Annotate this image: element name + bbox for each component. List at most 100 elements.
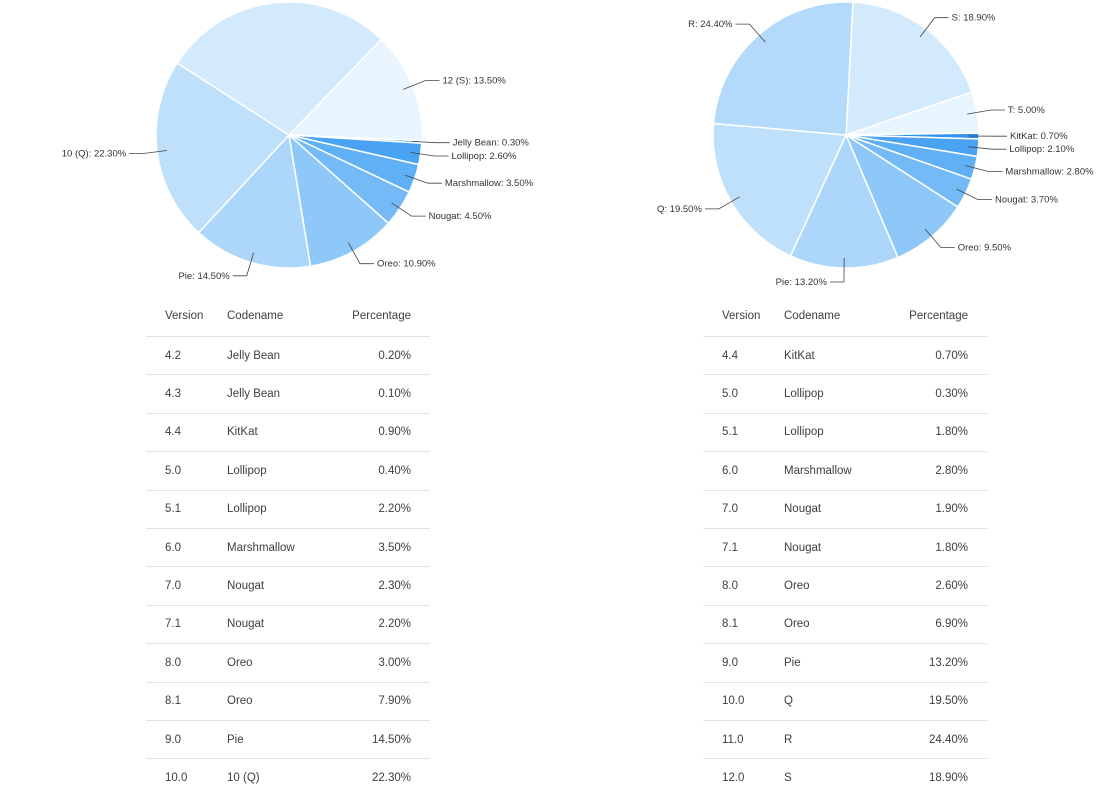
cell-version: 10.0 <box>703 681 784 721</box>
cell-percentage: 22.30% <box>327 758 430 797</box>
pie-leader-line <box>965 165 1003 172</box>
table-row: 6.0 Marshmallow 3.50% <box>146 527 430 567</box>
header-percentage: Percentage <box>352 310 411 322</box>
pie-label-jelly-bean: Jelly Bean: 0.30% <box>453 138 530 149</box>
cell-codename: Lollipop <box>784 374 884 414</box>
pie-label-10-q: 10 (Q): 22.30% <box>62 149 127 160</box>
cell-version: 7.0 <box>146 566 227 606</box>
table-row: 5.0 Lollipop 0.30% <box>703 374 987 414</box>
pie-svg: S: 18.90% T: 5.00% KitKat: 0.70% Lollipop: … <box>657 1 1094 285</box>
cell-version: 9.0 <box>146 719 227 759</box>
cell-version: 8.1 <box>703 604 784 644</box>
header-version: Version <box>722 310 761 322</box>
cell-percentage: 2.60% <box>884 566 987 606</box>
pie-label-s: S: 18.90% <box>952 13 996 24</box>
pie-leader-line <box>232 252 254 277</box>
pie-leader-line <box>129 150 168 154</box>
pie-leader-line <box>956 188 992 201</box>
pie-svg: 12 (S): 13.50% Jelly Bean: 0.30% Lollipop:… <box>62 1 534 282</box>
cell-percentage: 2.80% <box>884 451 987 491</box>
cell-version: 6.0 <box>703 451 784 491</box>
cell-codename: Oreo <box>227 643 327 683</box>
pie-leader-line <box>410 152 449 157</box>
table-row: 8.1 Oreo 7.90% <box>146 681 430 721</box>
pie-label-nougat: Nougat: 4.50% <box>429 211 492 222</box>
cell-version: 5.1 <box>703 412 784 452</box>
table-row: 10.0 10 (Q) 22.30% <box>146 758 430 797</box>
cell-percentage: 1.90% <box>884 489 987 529</box>
cell-codename: S <box>784 758 884 797</box>
pie-chart-left: 12 (S): 13.50% Jelly Bean: 0.30% Lollipop:… <box>0 0 550 285</box>
cell-percentage: 13.20% <box>884 643 987 683</box>
pie-label-pie: Pie: 14.50% <box>178 271 230 282</box>
cell-percentage: 3.00% <box>327 643 430 683</box>
pie-label-marshmallow: Marshmallow: 3.50% <box>445 178 534 189</box>
cell-percentage: 0.30% <box>884 374 987 414</box>
cell-percentage: 7.90% <box>327 681 430 721</box>
cell-percentage: 6.90% <box>884 604 987 644</box>
cell-percentage: 18.90% <box>884 758 987 797</box>
pie-leader-line <box>735 23 766 43</box>
table-row: 4.4 KitKat 0.70% <box>703 335 987 375</box>
cell-codename: Marshmallow <box>784 451 884 491</box>
table-row: 9.0 Pie 14.50% <box>146 719 430 759</box>
cell-version: 8.0 <box>146 643 227 683</box>
pie-label-lollipop: Lollipop: 2.10% <box>1009 144 1075 155</box>
cell-codename: Pie <box>784 643 884 683</box>
cell-percentage: 0.20% <box>327 335 430 375</box>
cell-codename: R <box>784 719 884 759</box>
table-row: 4.2 Jelly Bean 0.20% <box>146 335 430 375</box>
cell-version: 4.2 <box>146 335 227 375</box>
cell-percentage: 14.50% <box>327 719 430 759</box>
pie-label-lollipop: Lollipop: 2.60% <box>452 151 518 162</box>
cell-version: 7.0 <box>703 489 784 529</box>
cell-version: 5.0 <box>146 451 227 491</box>
cell-percentage: 3.50% <box>327 527 430 567</box>
table-row: 4.4 KitKat 0.90% <box>146 412 430 452</box>
cell-percentage: 24.40% <box>884 719 987 759</box>
cell-codename: 10 (Q) <box>227 758 327 797</box>
table-row: 7.1 Nougat 2.20% <box>146 604 430 644</box>
table-row: 5.1 Lollipop 1.80% <box>703 412 987 452</box>
cell-version: 8.1 <box>146 681 227 721</box>
cell-version: 7.1 <box>146 604 227 644</box>
cell-codename: Lollipop <box>784 412 884 452</box>
pie-label-r: R: 24.40% <box>688 19 733 30</box>
cell-percentage: 2.20% <box>327 489 430 529</box>
cell-codename: Marshmallow <box>227 527 327 567</box>
cell-version: 4.4 <box>146 412 227 452</box>
table-row: 8.0 Oreo 3.00% <box>146 643 430 683</box>
table-row: 5.0 Lollipop 0.40% <box>146 451 430 491</box>
cell-percentage: 1.80% <box>884 412 987 452</box>
table-row: 8.0 Oreo 2.60% <box>703 566 987 606</box>
table-row: 11.0 R 24.40% <box>703 719 987 759</box>
version-table-left: Version Codename Percentage 4.2 Jelly Bean 0… <box>146 296 430 797</box>
header-codename: Codename <box>784 310 841 322</box>
cell-codename: Oreo <box>784 604 884 644</box>
cell-codename: Nougat <box>784 527 884 567</box>
table-row: 7.0 Nougat 2.30% <box>146 566 430 606</box>
pie-leader-line <box>967 109 1005 115</box>
pie-leader-line <box>704 196 740 210</box>
header-version: Version <box>165 310 204 322</box>
cell-codename: Lollipop <box>227 451 327 491</box>
pie-label-pie: Pie: 13.20% <box>776 277 828 285</box>
pie-chart-right: S: 18.90% T: 5.00% KitKat: 0.70% Lollipop: … <box>550 0 1100 285</box>
cell-version: 6.0 <box>146 527 227 567</box>
table-row: 4.3 Jelly Bean 0.10% <box>146 374 430 414</box>
cell-codename: KitKat <box>227 412 327 452</box>
pie-slice-unlabeled <box>176 1 383 136</box>
cell-codename: Oreo <box>784 566 884 606</box>
cell-version: 5.1 <box>146 489 227 529</box>
cell-version: 10.0 <box>146 758 227 797</box>
table-row: 5.1 Lollipop 2.20% <box>146 489 430 529</box>
cell-version: 7.1 <box>703 527 784 567</box>
cell-version: 4.3 <box>146 374 227 414</box>
version-table-right: Version Codename Percentage 4.4 KitKat 0.70%… <box>703 296 987 797</box>
pie-label-marshmallow: Marshmallow: 2.80% <box>1005 167 1094 178</box>
pie-label-kitkat: KitKat: 0.70% <box>1010 131 1068 142</box>
cell-percentage: 0.70% <box>884 335 987 375</box>
cell-codename: Jelly Bean <box>227 374 327 414</box>
pie-leader-line <box>403 80 440 90</box>
cell-codename: Oreo <box>227 681 327 721</box>
